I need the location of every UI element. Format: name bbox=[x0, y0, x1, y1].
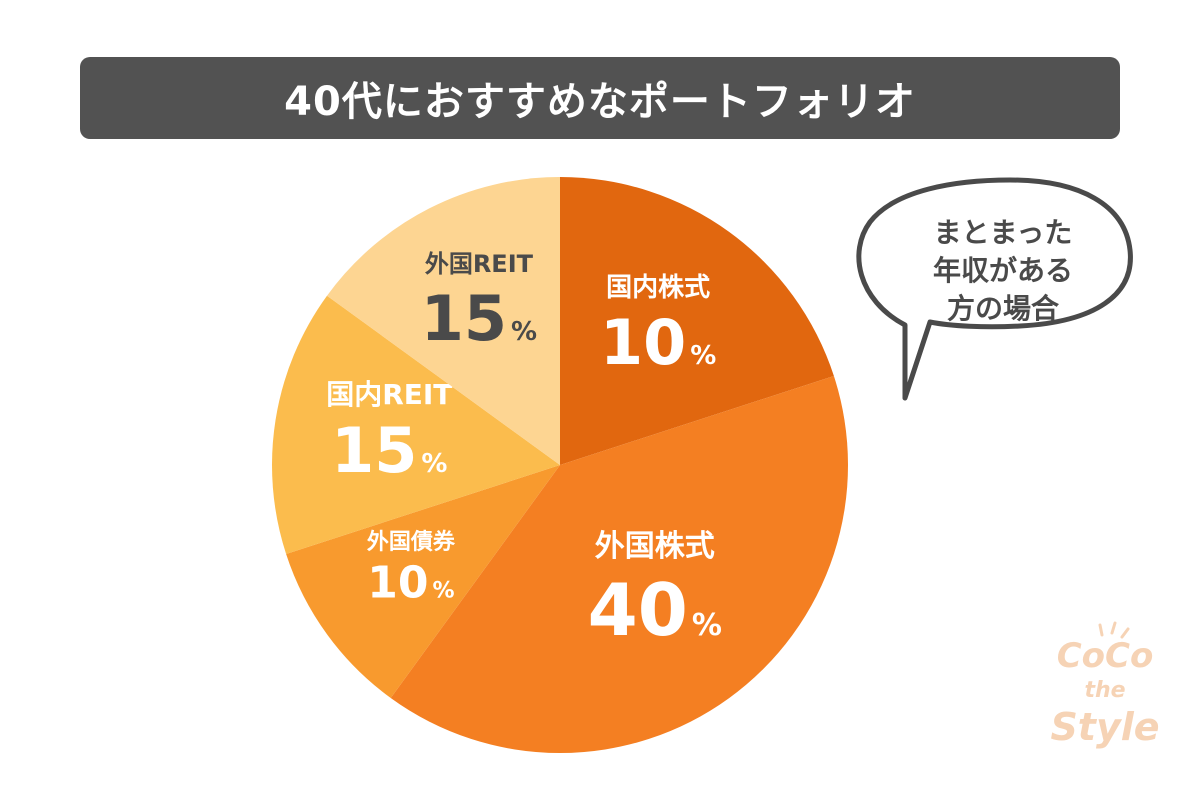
pie-slice-3 bbox=[286, 465, 560, 698]
slice-label-1: 国内株式 bbox=[606, 273, 710, 303]
slice-label-5: 外国REIT bbox=[425, 250, 534, 278]
logo-text-line-1: CoCo bbox=[1057, 636, 1154, 676]
chart-title: 40代におすすめなポートフォリオ bbox=[284, 79, 916, 125]
slice-value-1: 10% bbox=[600, 306, 716, 379]
pie-slice-1 bbox=[560, 176, 834, 465]
logo-text-line-3: Style bbox=[1050, 705, 1159, 749]
coco-the-style-logo: CoCo the Style bbox=[1050, 621, 1160, 749]
pie-slice-5 bbox=[327, 177, 560, 465]
slice-value-5: 15% bbox=[421, 282, 537, 355]
slice-value-3: 10% bbox=[367, 558, 454, 609]
chart-title-bar: 40代におすすめなポートフォリオ bbox=[80, 57, 1120, 139]
slice-value-2: 40% bbox=[588, 568, 722, 652]
speech-bubble-text: まとまった年収がある方の場合 bbox=[933, 216, 1073, 325]
logo-rays bbox=[1098, 621, 1130, 639]
speech-bubble-shape bbox=[856, 177, 1133, 401]
pie-slice-2 bbox=[390, 376, 848, 754]
slice-label-4: 国内REIT bbox=[326, 378, 452, 411]
slice-value-4: 15% bbox=[331, 414, 447, 487]
slice-label-3: 外国債券 bbox=[367, 529, 456, 555]
pie-slice-4 bbox=[272, 295, 560, 554]
logo-text-line-2: the bbox=[1084, 678, 1125, 703]
slice-label-2: 外国株式 bbox=[595, 529, 715, 564]
